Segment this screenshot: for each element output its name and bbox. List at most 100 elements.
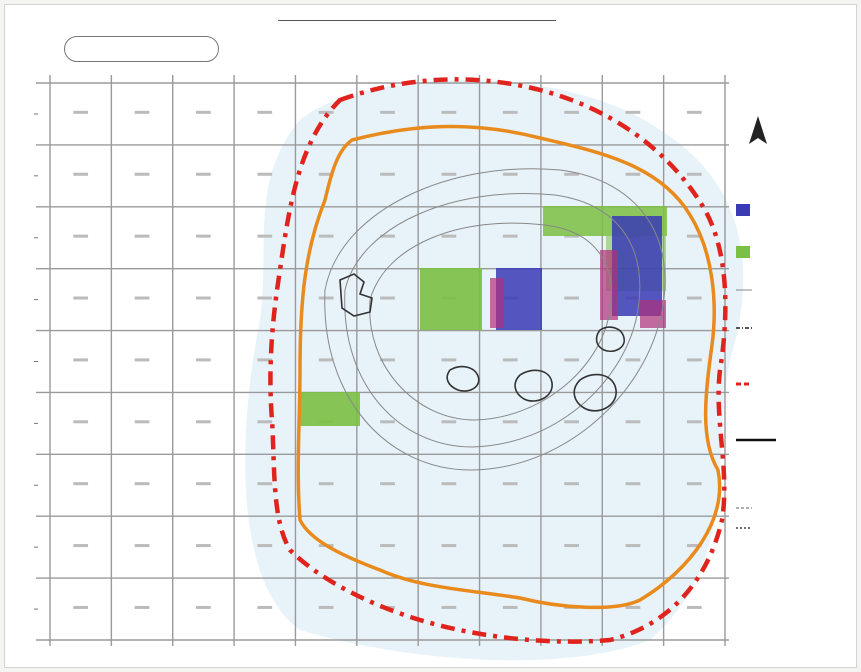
legend-item-thin-dash [728, 498, 853, 520]
cell-label-mark [441, 110, 457, 114]
grid-lines [36, 75, 729, 646]
cell-label-mark [196, 420, 211, 424]
cell-label-mark [318, 358, 334, 362]
cell-label-mark [564, 358, 579, 362]
thin-dash-swatch [736, 507, 752, 509]
cell-label-mark [441, 358, 457, 362]
cell-label-mark [318, 605, 334, 609]
cell-label-mark [134, 234, 150, 238]
cell-label-mark [380, 420, 395, 424]
cell-label-mark [73, 358, 89, 362]
cell-label-mark [625, 605, 641, 609]
cell-label-mark [257, 482, 273, 486]
cell-label-mark [134, 605, 150, 609]
cell-label-mark [441, 605, 457, 609]
magenta-zone-2 [600, 250, 618, 320]
magenta-zone-3 [640, 300, 666, 328]
cell-label-mark [73, 482, 89, 486]
cell-label-mark [441, 172, 457, 176]
short-dash-swatch [736, 527, 752, 529]
cell-label-mark [686, 234, 702, 238]
cell-label-mark [257, 234, 273, 238]
cell-label-mark [196, 110, 211, 114]
cell-label-mark [502, 420, 518, 424]
cell-label-mark [686, 110, 702, 114]
red-dash-line-swatch [736, 382, 752, 386]
cell-label-mark [441, 420, 457, 424]
cell-label-mark [380, 358, 395, 362]
cell-label-mark [686, 605, 702, 609]
cell-label-mark [196, 605, 211, 609]
cell-label-mark [196, 296, 211, 300]
cell-label-mark [686, 172, 702, 176]
map-title [278, 20, 556, 21]
cell-label-mark [625, 482, 641, 486]
cell-labels [73, 110, 702, 609]
legend-item-thin-line [728, 280, 853, 302]
cell-label-mark [380, 296, 395, 300]
cell-label-mark [318, 296, 334, 300]
blue-zone-2 [612, 216, 662, 316]
cell-label-mark [134, 110, 150, 114]
dash-dot-line-swatch [736, 327, 752, 329]
cell-label-mark [380, 110, 395, 114]
grid-ticks [34, 113, 38, 610]
cell-label-mark [502, 234, 518, 238]
legend-item-black-line [728, 430, 853, 452]
cell-label-mark [257, 544, 273, 548]
cell-label-mark [441, 482, 457, 486]
green-square-swatch [736, 246, 750, 258]
cell-label-mark [134, 296, 150, 300]
cell-label-mark [257, 110, 273, 114]
cell-label-mark [625, 110, 641, 114]
outer-red-boundary [268, 77, 728, 644]
legend-item-blue [728, 200, 853, 222]
cell-label-mark [564, 110, 579, 114]
cell-label-mark [564, 544, 579, 548]
cell-label-mark [564, 482, 579, 486]
scale-box [64, 36, 219, 62]
cell-label-mark [73, 420, 89, 424]
cell-label-mark [73, 296, 89, 300]
cell-label-mark [441, 544, 457, 548]
cell-label-mark [73, 110, 89, 114]
cell-label-mark [564, 172, 579, 176]
legend-item-short-dash [728, 518, 853, 540]
cell-label-mark [441, 234, 457, 238]
cell-label-mark [318, 172, 334, 176]
cell-label-mark [564, 296, 579, 300]
cell-label-mark [73, 172, 89, 176]
cell-label-mark [196, 234, 211, 238]
cell-label-mark [134, 358, 150, 362]
cell-label-mark [257, 172, 273, 176]
cell-label-mark [196, 358, 211, 362]
cell-label-mark [502, 605, 518, 609]
cell-label-mark [380, 234, 395, 238]
cell-label-mark [625, 358, 641, 362]
cell-label-mark [257, 358, 273, 362]
cell-label-mark [318, 482, 334, 486]
cell-label-mark [686, 420, 702, 424]
cell-label-mark [73, 544, 89, 548]
cell-label-mark [686, 482, 702, 486]
cell-label-mark [564, 234, 579, 238]
cell-label-mark [134, 544, 150, 548]
cell-label-mark [73, 605, 89, 609]
legend-title [728, 168, 853, 190]
inner-orange-boundary [296, 124, 722, 610]
cell-label-mark [196, 482, 211, 486]
cell-label-mark [257, 605, 273, 609]
cell-label-mark [257, 420, 273, 424]
legend-item-dash-dot [728, 318, 853, 340]
green-zone-4 [300, 392, 360, 426]
cell-label-mark [257, 296, 273, 300]
cell-label-mark [380, 172, 395, 176]
cell-label-mark [625, 420, 641, 424]
black-line-swatch [736, 438, 776, 442]
cell-label-mark [196, 544, 211, 548]
cell-label-mark [564, 420, 579, 424]
cell-label-mark [625, 544, 641, 548]
cell-label-mark [134, 420, 150, 424]
cell-label-mark [318, 234, 334, 238]
dark-features [339, 273, 625, 412]
